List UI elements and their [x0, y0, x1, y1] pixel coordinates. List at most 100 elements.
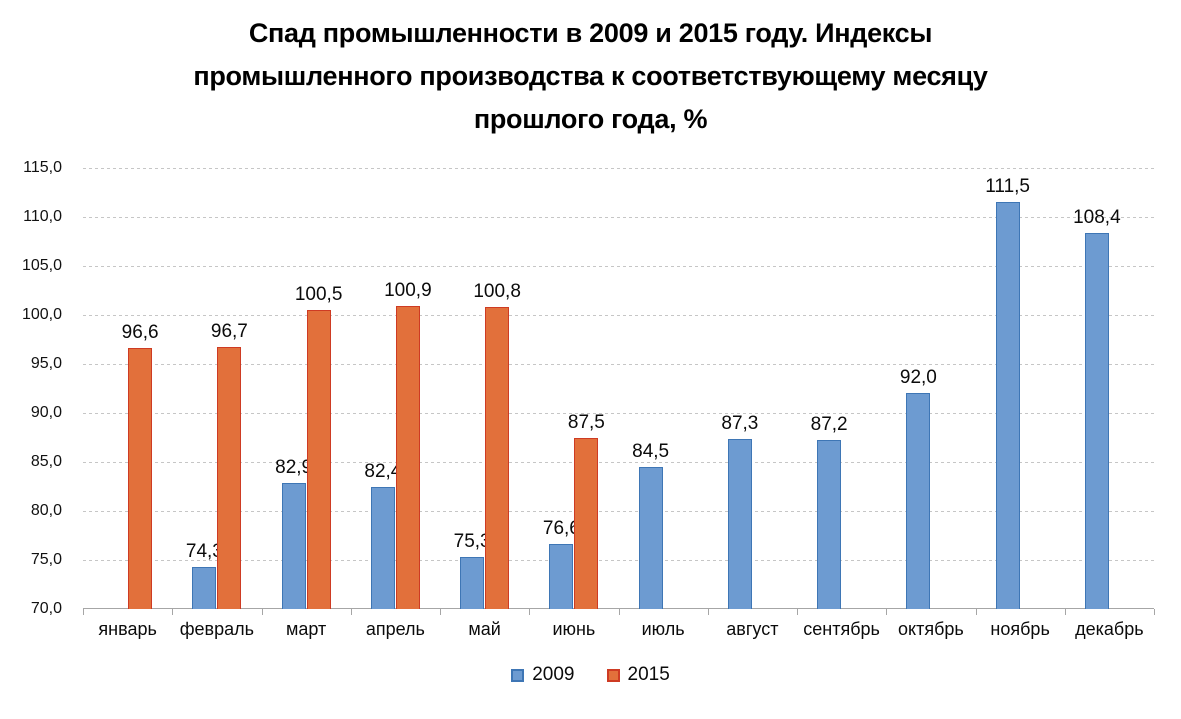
bar-2009-декабрь [1084, 232, 1109, 609]
x-axis-label-сентябрь: сентябрь [803, 619, 880, 639]
bar-slot-2015-май: 100,8 [473, 281, 521, 609]
y-axis-label-90,0: 90,0 [30, 404, 62, 421]
x-axis-tick-6 [618, 609, 620, 615]
gridline-75 [83, 559, 1154, 561]
bar-label-2009-сентябрь: 87,2 [810, 414, 848, 436]
x-axis-tick-3 [350, 609, 352, 615]
chart-title-line-2: промышленного производства к соответству… [193, 61, 988, 91]
bar-slot-2009-ноябрь: 111,5 [985, 176, 1030, 609]
bar-label-2015-май: 100,8 [473, 281, 521, 303]
bar-2009-август [727, 439, 752, 609]
bar-label-2015-апрель: 100,9 [384, 280, 432, 302]
y-axis-label-80,0: 80,0 [30, 502, 62, 519]
x-axis-label-декабрь: декабрь [1075, 619, 1144, 639]
y-axis-label-115,0: 115,0 [23, 159, 62, 176]
bar-slot-2009-февраль: 74,3 [186, 541, 223, 609]
bar-group-август: 87,3 [708, 168, 797, 609]
bar-label-2015-июнь: 87,5 [567, 411, 605, 433]
bar-label-2009-март: 82,9 [275, 456, 313, 478]
bar-group-март: 82,9 100,5 [262, 168, 351, 609]
x-axis-label-июль: июль [641, 619, 685, 639]
y-axis-label-110,0: 110,0 [23, 208, 62, 225]
bar-label-2009-февраль: 74,3 [185, 540, 223, 562]
x-axis-label-январь: январь [98, 619, 157, 639]
bar-slot-2009-декабрь: 108,4 [1073, 207, 1121, 609]
x-axis-tick-10 [975, 609, 977, 615]
x-axis-tick-12 [1154, 609, 1155, 615]
bar-2015-июнь [574, 437, 599, 609]
bar-slot-2015-июнь: 87,5 [568, 412, 605, 609]
bar-label-2009-июнь: 76,6 [542, 518, 580, 540]
bar-label-2009-август: 87,3 [721, 413, 759, 435]
x-axis-line [83, 608, 1154, 609]
bar-2009-апрель [370, 487, 395, 609]
gridline-110 [83, 216, 1154, 218]
bar-2009-июнь [549, 544, 574, 609]
bar-2009-март [281, 482, 306, 609]
bar-group-февраль: 74,3 96,7 [172, 168, 261, 609]
x-axis-tick-7 [707, 609, 709, 615]
y-axis-label-100,0: 100,0 [21, 306, 62, 323]
x-axis-tick-4 [440, 609, 441, 615]
bar-label-2015-январь: 96,6 [121, 322, 159, 344]
bar-2009-июль [638, 466, 663, 609]
bar-2009-октябрь [906, 393, 931, 609]
gridline-80 [83, 510, 1154, 512]
bar-2015-январь [128, 348, 153, 609]
bar-label-2015-февраль: 96,7 [210, 321, 248, 343]
bar-group-июль: 84,5 [619, 168, 708, 609]
bar-slot-2015-февраль: 96,7 [211, 321, 248, 609]
gridline-115 [83, 167, 1154, 169]
x-axis-label-май: май [468, 619, 501, 639]
x-axis-tick-1 [172, 609, 174, 615]
bar-2015-март [306, 310, 331, 609]
x-axis-tick-11 [1064, 609, 1066, 615]
x-axis-tick-8 [797, 609, 798, 615]
bar-2015-февраль [217, 347, 242, 609]
gridline-95 [83, 363, 1154, 365]
chart-title: Спад промышленности в 2009 и 2015 году. … [0, 12, 1181, 141]
x-axis-label-июнь: июнь [552, 619, 596, 639]
bar-2009-май [460, 557, 485, 609]
bar-label-2009-апрель: 82,4 [364, 461, 402, 483]
x-axis-tick-0 [83, 609, 84, 615]
bar-group-май: 75,3 100,8 [440, 168, 529, 609]
legend-item-2009: 2009 [511, 664, 575, 686]
bar-label-2009-ноябрь: 111,5 [985, 176, 1030, 198]
bar-slot-2009-август: 87,3 [721, 413, 758, 609]
gridline-90 [83, 412, 1154, 414]
bar-2009-февраль [192, 566, 217, 609]
bar-slot-2009-май: 75,3 [454, 531, 491, 609]
bar-slot-2009-октябрь: 92,0 [900, 367, 937, 609]
bar-2009-сентябрь [817, 440, 842, 609]
bar-group-декабрь: 108,4 [1065, 168, 1154, 609]
legend: 2009 2015 [0, 664, 1181, 686]
x-axis-label-апрель: апрель [365, 619, 425, 639]
legend-item-2015: 2015 [606, 664, 670, 686]
bar-label-2009-октябрь: 92,0 [899, 367, 937, 389]
bar-group-июнь: 76,6 87,5 [529, 168, 618, 609]
legend-label-2015: 2015 [627, 664, 670, 685]
bar-group-ноябрь: 111,5 [976, 168, 1065, 609]
bar-slot-2009-июнь: 76,6 [543, 518, 580, 609]
legend-label-2009: 2009 [532, 664, 575, 685]
bar-label-2009-декабрь: 108,4 [1073, 206, 1121, 228]
bar-slot-2009-июль: 84,5 [632, 441, 669, 609]
y-axis-labels: 70,0 75,0 80,0 85,0 90,0 95,0 100,0 105,0 110,0 1… [0, 0, 62, 719]
plot-area: 96,6 74,3 96,7 82,9 100,5 82,4 100,9 75,3 100,8 7… [83, 167, 1154, 609]
gridline-100 [83, 314, 1154, 316]
bar-2009-ноябрь [995, 202, 1020, 609]
bar-slot-2015-апрель: 100,9 [384, 280, 432, 609]
x-axis-tick-2 [261, 609, 263, 615]
x-axis-label-ноябрь: ноябрь [990, 619, 1050, 639]
y-axis-label-70,0: 70,0 [30, 600, 62, 617]
y-axis-label-85,0: 85,0 [30, 453, 62, 470]
bar-slot-2009-сентябрь: 87,2 [811, 414, 848, 609]
bar-group-октябрь: 92,0 [886, 168, 975, 609]
y-axis-label-75,0: 75,0 [30, 551, 62, 568]
x-axis-tick-5 [529, 609, 531, 615]
chart-title-line-3: прошлого года, % [473, 104, 708, 134]
x-axis-label-октябрь: октябрь [897, 619, 964, 639]
bar-label-2009-май: 75,3 [453, 531, 491, 553]
